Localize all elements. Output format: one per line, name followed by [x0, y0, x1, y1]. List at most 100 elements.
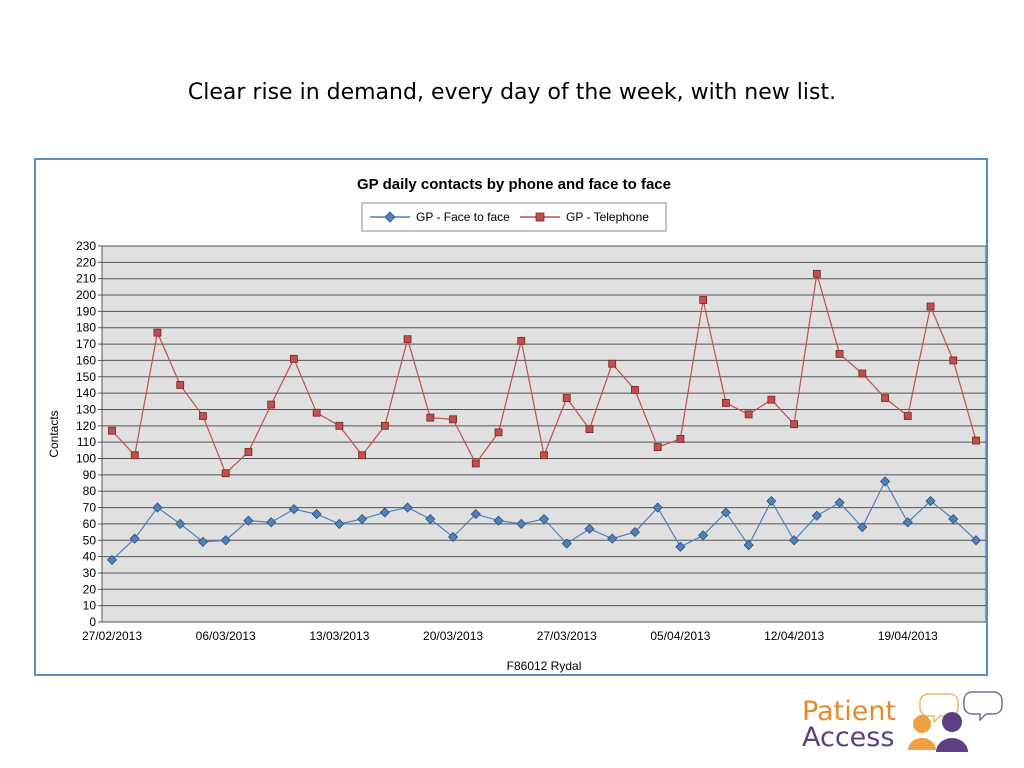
data-point-face-to-face: [538, 513, 550, 525]
data-point-face-to-face: [879, 476, 891, 487]
data-point-telephone: [380, 421, 389, 430]
data-point-face-to-face: [220, 535, 231, 546]
data-point-telephone: [403, 335, 412, 344]
data-point-face-to-face: [470, 509, 481, 520]
x-tick-label: 13/03/2013: [309, 629, 369, 643]
data-point-telephone: [517, 336, 526, 345]
y-tick-label: 150: [76, 370, 96, 384]
data-point-telephone: [176, 381, 185, 389]
y-tick-label: 90: [83, 468, 97, 482]
y-tick-label: 130: [76, 402, 96, 416]
plot-background: [101, 245, 986, 623]
data-point-face-to-face: [129, 533, 140, 544]
y-tick-label: 160: [76, 353, 96, 367]
y-tick-label: 10: [83, 599, 97, 613]
line-chart: GP daily contacts by phone and face to f…: [47, 176, 986, 673]
data-point-face-to-face: [288, 504, 299, 515]
data-point-face-to-face: [493, 515, 504, 526]
data-point-telephone: [653, 443, 662, 451]
data-point-face-to-face: [834, 497, 845, 508]
y-tick-label: 110: [77, 435, 96, 449]
logo-text-patient: Patient: [802, 696, 897, 727]
data-point-telephone: [335, 421, 344, 430]
legend-label: GP - Telephone: [566, 210, 649, 224]
data-point-telephone: [494, 428, 503, 437]
data-point-telephone: [744, 410, 753, 419]
data-point-face-to-face: [425, 513, 436, 525]
data-point-telephone: [835, 349, 844, 358]
data-point-telephone: [130, 451, 139, 460]
legend-marker-square: [535, 212, 545, 222]
data-point-face-to-face: [266, 517, 277, 528]
logo-text-access: Access: [802, 722, 895, 753]
data-point-face-to-face: [106, 554, 118, 565]
data-point-face-to-face: [197, 536, 209, 547]
y-tick-label: 140: [76, 386, 96, 400]
y-tick-label: 30: [83, 566, 97, 580]
data-point-telephone: [267, 400, 276, 409]
data-point-face-to-face: [652, 502, 663, 513]
data-point-telephone: [199, 412, 207, 420]
x-tick-label: 12/04/2013: [764, 629, 824, 643]
data-point-face-to-face: [743, 540, 754, 551]
data-point-telephone: [608, 359, 617, 368]
x-tick-label: 20/03/2013: [423, 629, 483, 643]
y-tick-label: 190: [76, 304, 96, 318]
data-point-face-to-face: [243, 515, 254, 526]
data-point-face-to-face: [175, 518, 186, 529]
y-tick-label: 20: [83, 582, 97, 596]
data-point-face-to-face: [629, 527, 641, 538]
data-point-face-to-face: [357, 513, 368, 525]
data-point-face-to-face: [311, 509, 322, 520]
data-point-telephone: [767, 395, 776, 404]
y-tick-label: 220: [76, 255, 96, 269]
data-point-telephone: [699, 296, 708, 304]
data-point-face-to-face: [902, 517, 913, 528]
data-point-telephone: [562, 394, 571, 402]
chart-legend: GP - Face to face GP - Telephone: [361, 202, 667, 232]
data-point-face-to-face: [925, 495, 936, 507]
data-point-telephone: [540, 451, 548, 460]
data-point-telephone: [949, 356, 958, 365]
x-tick-label: 27/03/2013: [537, 629, 597, 643]
data-point-face-to-face: [948, 513, 959, 525]
data-point-face-to-face: [447, 531, 459, 543]
y-tick-label: 40: [83, 550, 97, 564]
data-point-face-to-face: [698, 530, 709, 541]
data-point-face-to-face: [789, 535, 800, 546]
data-point-telephone: [790, 420, 799, 429]
data-point-telephone: [881, 394, 889, 402]
y-tick-label: 180: [76, 321, 96, 335]
data-point-telephone: [312, 408, 321, 417]
data-point-face-to-face: [152, 502, 163, 513]
data-point-telephone: [631, 385, 639, 394]
y-tick-label: 210: [76, 272, 96, 286]
data-point-face-to-face: [607, 533, 618, 544]
x-tick-label: 27/02/2013: [82, 629, 142, 643]
data-point-face-to-face: [970, 535, 982, 546]
data-point-telephone: [449, 415, 457, 424]
y-tick-label: 100: [76, 452, 96, 466]
data-point-telephone: [108, 426, 116, 435]
patient-access-logo: Patient Access: [798, 690, 1008, 760]
data-point-face-to-face: [379, 507, 390, 518]
data-point-telephone: [812, 269, 821, 278]
y-tick-label: 170: [76, 337, 96, 351]
data-point-telephone: [585, 425, 594, 433]
data-point-telephone: [358, 451, 367, 460]
data-point-telephone: [471, 459, 480, 468]
y-tick-label: 80: [83, 484, 97, 498]
y-tick-label: 230: [76, 239, 96, 253]
data-point-telephone: [972, 436, 980, 445]
data-point-telephone: [244, 448, 253, 456]
legend-marker-diamond: [384, 211, 396, 223]
y-tick-label: 60: [83, 517, 97, 531]
x-axis-title: F86012 Rydal: [507, 659, 582, 673]
legend-label: GP - Face to face: [416, 210, 510, 224]
x-tick-label: 06/03/2013: [196, 629, 256, 643]
y-axis-title: Contacts: [47, 410, 61, 457]
legend-box: [361, 202, 667, 232]
data-point-face-to-face: [402, 502, 413, 513]
data-point-face-to-face: [584, 523, 595, 534]
y-tick-label: 200: [76, 288, 96, 302]
